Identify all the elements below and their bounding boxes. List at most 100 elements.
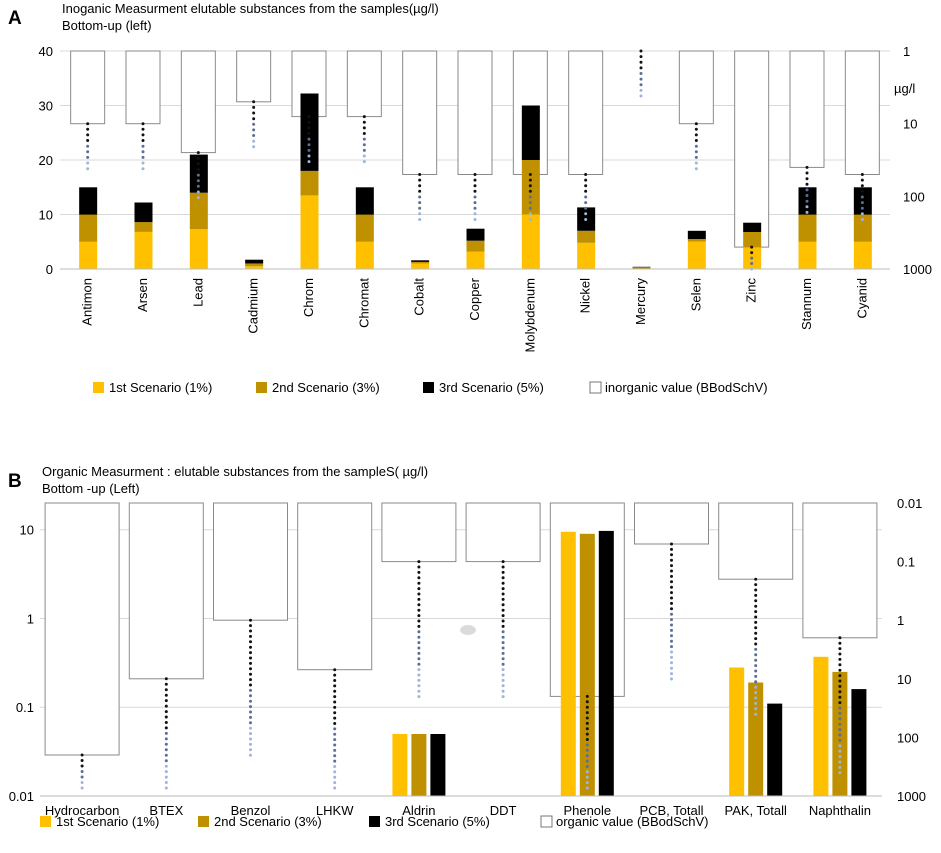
limit-dot-a [86,139,90,142]
bar-a [466,228,485,241]
limit-dot-a [196,196,200,200]
limit-dot-b [501,689,505,693]
limit-dot-b [417,662,421,666]
limit-dot-a [307,160,311,164]
limit-dot-b [333,684,337,688]
limit-dot-b [80,786,84,790]
limit-dot-b [838,717,842,721]
right-tick-label-a: 1000 [903,262,932,277]
limit-dot-b [585,732,589,736]
limit-dot-b [333,775,337,779]
legend-b-swatch-2 [198,816,209,827]
limit-dot-b [754,658,758,662]
limit-dot-a [528,184,532,188]
limit-bar-b [718,502,794,580]
limit-dot-a [528,173,532,176]
limit-dot-b [670,564,673,568]
limit-dot-a [252,117,256,121]
limit-dot-a [528,195,532,199]
limit-dot-b [164,753,168,757]
limit-dot-b [333,679,337,682]
limit-dot-b [501,608,505,612]
limit-dot-a [86,161,90,165]
limit-dot-b [754,599,758,603]
limit-dot-a [86,155,90,159]
limit-dot-a [860,189,864,193]
limit-dot-b [501,657,505,661]
x-tick-label-b: DDT [490,803,517,818]
bar-a [411,261,430,264]
limit-dot-b [501,576,505,580]
limit-dot-a [86,144,90,148]
limit-dot-a [307,132,311,135]
limit-dot-a [141,139,145,142]
limit-bar-b [44,502,120,756]
limit-bar-a [70,50,106,125]
limit-bar-b [465,502,541,563]
limit-dot-b [754,653,758,657]
x-tick-label-b: Aldrin [402,803,435,818]
limit-dot-a [528,178,532,182]
limit-dot-a [584,189,588,193]
limit-dot-b [670,639,673,643]
limit-dot-b [585,754,589,758]
limit-dot-b [164,682,168,686]
limit-dot-b [164,775,168,779]
limit-dot-a [750,245,754,249]
limit-dot-b [501,641,505,645]
legend-b-swatch-3 [369,816,380,827]
limit-dot-a [805,210,809,214]
limit-dot-b [670,596,673,600]
panel-b-chart: B Organic Measurment : elutable substanc… [8,464,926,829]
limit-dot-a [86,122,90,126]
limit-dot-b [249,667,252,671]
x-tick-label-b: Naphthalin [809,803,871,818]
panel-a-legend: 1st Scenario (1%) 2nd Scenario (3%) 3rd … [93,380,768,395]
limit-dot-b [417,651,421,655]
bar-a [79,187,98,215]
limit-dot-b [670,666,673,670]
limit-dot-a [418,178,422,182]
limit-dot-b [754,691,758,695]
limit-dot-b [501,635,505,639]
limit-dot-a [860,173,864,176]
limit-dot-b [670,574,673,578]
limit-dot-a [584,206,588,210]
bar-a [853,241,872,270]
x-tick-label-a: Zinc [744,278,759,303]
limit-dot-b [249,694,252,698]
limit-dot-a [860,184,864,188]
limit-dot-a [584,218,588,221]
bar-a [466,240,485,252]
y-tick-label-b: 0.01 [9,789,34,804]
panel-b-label: B [8,471,22,492]
limit-dot-b [333,765,337,768]
limit-dot-a [307,137,311,141]
limit-dot-b [670,634,673,638]
limit-dot-b [164,726,168,730]
limit-dot-a [639,83,643,87]
limit-dot-b [838,765,842,769]
limit-bar-a [457,50,493,175]
limit-dot-a [805,188,809,192]
legend-b-series-1: 1st Scenario (1%) [56,814,159,829]
limit-dot-b [417,576,421,580]
legend-b-limit: organic value (BBodSchV) [556,814,708,829]
limit-dot-b [754,637,758,641]
limit-dot-a [307,126,311,130]
bar-a [411,263,430,269]
bar-a [853,214,872,242]
limit-dot-a [362,126,366,130]
bar-a [743,222,762,232]
limit-dot-a [141,150,145,154]
y-tick-label-a: 20 [39,153,53,168]
panel-b-subtitle: Bottom -up (Left) [42,481,140,496]
limit-dot-b [754,680,758,684]
limit-dot-b [164,742,168,746]
x-tick-label-a: Copper [467,277,482,320]
limit-dot-b [501,603,505,607]
limit-dot-a [252,134,256,137]
limit-dot-b [164,731,168,735]
limit-bar-b [297,502,373,671]
limit-dot-b [333,673,337,677]
